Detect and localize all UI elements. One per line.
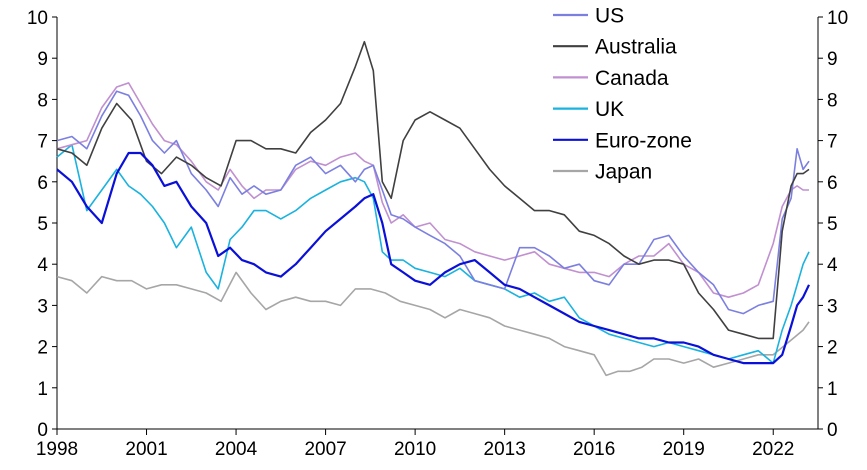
series-line-euro-zone xyxy=(56,151,810,365)
y-tick-label-right: 9 xyxy=(827,49,838,70)
y-tick-label-right: 4 xyxy=(827,255,838,276)
legend-label-japan: Japan xyxy=(595,161,652,184)
y-tick-label-left: 0 xyxy=(37,420,48,441)
y-tick-label-left: 5 xyxy=(37,214,48,235)
x-tick-label: 2004 xyxy=(215,439,258,460)
x-tick-label: 1998 xyxy=(36,439,78,460)
y-tick-label-left: 1 xyxy=(37,379,48,400)
x-tick-label: 2022 xyxy=(752,439,794,460)
y-tick-label-right: 10 xyxy=(827,8,848,29)
y-tick-label-left: 6 xyxy=(37,173,48,194)
series-line-japan xyxy=(56,271,810,377)
series-line-uk xyxy=(56,143,810,364)
y-tick-label-right: 3 xyxy=(827,296,838,317)
y-tick-label-left: 4 xyxy=(37,255,48,276)
y-tick-label-left: 8 xyxy=(37,90,48,111)
series-lines xyxy=(56,40,810,377)
legend: US Australia Canada UK Euro-zone Japan xyxy=(553,5,692,184)
legend-label-uk: UK xyxy=(595,98,624,121)
y-tick-label-left: 10 xyxy=(27,8,48,29)
legend-label-canada: Canada xyxy=(595,67,669,90)
y-tick-label-left: 3 xyxy=(37,296,48,317)
x-tick-label: 2019 xyxy=(663,439,705,460)
x-tick-label: 2016 xyxy=(573,439,615,460)
y-tick-label-left: 2 xyxy=(37,338,48,359)
y-tick-label-right: 8 xyxy=(827,90,838,111)
series-line-australia xyxy=(56,40,810,340)
y-tick-label-right: 6 xyxy=(827,173,838,194)
y-tick-label-right: 7 xyxy=(827,132,838,153)
x-tick-label: 2007 xyxy=(304,439,346,460)
x-tick-label: 2013 xyxy=(484,439,526,460)
y-tick-label-right: 1 xyxy=(827,379,838,400)
legend-label-us: US xyxy=(595,5,624,28)
x-tick-label: 2010 xyxy=(394,439,436,460)
y-tick-label-right: 0 xyxy=(827,420,838,441)
legend-label-euro-zone: Euro-zone xyxy=(595,129,692,152)
y-tick-label-right: 2 xyxy=(827,338,838,359)
series-line-us xyxy=(56,90,810,315)
x-tick-label: 2001 xyxy=(125,439,167,460)
series-line-canada xyxy=(56,82,809,299)
y-tick-label-right: 5 xyxy=(827,214,838,235)
axis-ticks: 0 0 1 1 2 2 3 3 4 4 5 5 6 6 7 7 8 8 9 9 10 10 1998 2001 2004 2007… xyxy=(27,8,848,460)
legend-label-australia: Australia xyxy=(595,36,677,59)
y-tick-label-left: 9 xyxy=(37,49,48,70)
y-tick-label-left: 7 xyxy=(37,132,48,153)
